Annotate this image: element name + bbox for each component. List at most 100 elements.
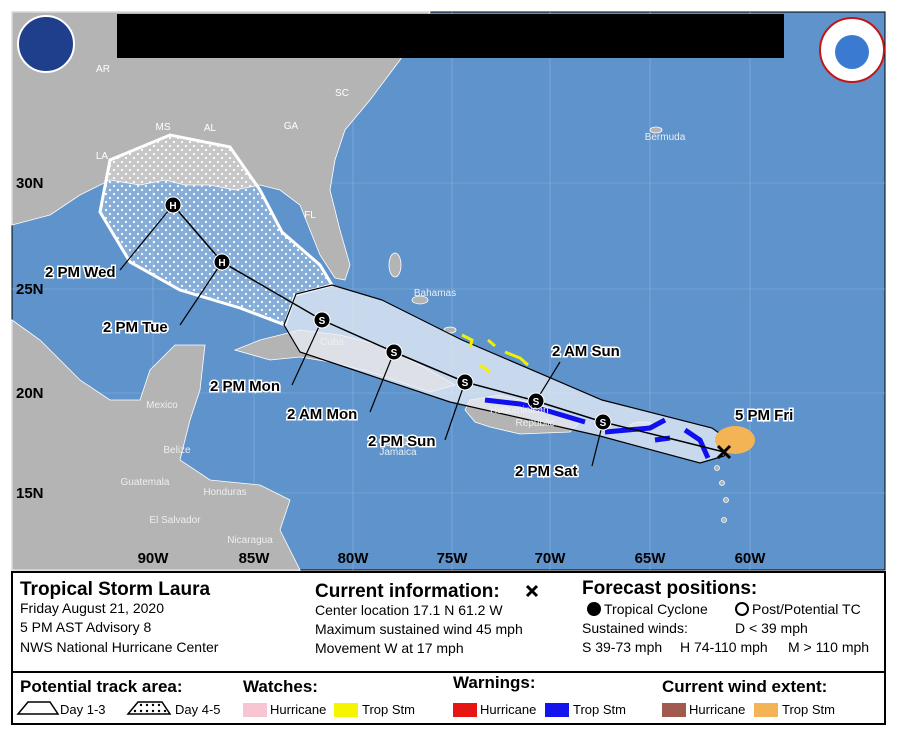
forecast-time: 2 PM Tue [103, 319, 168, 336]
forecast-post: Post/Potential TC [752, 601, 861, 617]
legend-item: Day 4-5 [175, 702, 221, 717]
legend-heading: Current wind extent: [662, 677, 827, 696]
latitude-label: 25N [16, 281, 44, 298]
forecast-time: 2 PM Mon [210, 378, 280, 395]
current-line: Center location 17.1 N 61.2 W [315, 602, 503, 618]
forecast-m: M > 110 mph [788, 639, 869, 655]
info-advisory: 5 PM AST Advisory 8 [20, 619, 151, 635]
forecast-time: 5 PM Fri [735, 407, 793, 424]
current-x-icon [525, 584, 539, 598]
legend-heading: Potential track area: [20, 677, 183, 696]
current-title: Current information: [315, 581, 500, 602]
legend-heading: Watches: [243, 677, 318, 696]
forecast-point [527, 392, 545, 410]
leader-line [369, 351, 395, 413]
legend-item: Hurricane [270, 702, 326, 717]
point-symbol: H [169, 201, 176, 212]
latitude-label: 20N [16, 385, 44, 402]
point-symbol: S [391, 348, 398, 359]
forecast-time: 2 PM Wed [45, 264, 116, 281]
place-label: Belize [163, 445, 191, 456]
swatch [334, 703, 358, 717]
legend-item: Trop Stm [782, 702, 835, 717]
forecast-h: H 74-110 mph [680, 639, 768, 655]
forecast-point [213, 253, 231, 271]
forecast-point [385, 343, 403, 361]
point-symbol: H [218, 258, 225, 269]
point-symbol: S [462, 378, 469, 389]
leader-line [291, 319, 323, 386]
place-label: Dominican [501, 405, 548, 416]
longitude-label: 65W [635, 550, 667, 567]
swatch [662, 703, 686, 717]
leader-line [179, 261, 223, 326]
legend-heading: Warnings: [453, 673, 535, 692]
latitude-label: 30N [16, 175, 44, 192]
cone-day-1-3 [283, 284, 733, 464]
place-label: FL [304, 210, 316, 221]
swatch [453, 703, 477, 717]
day45-icon [126, 701, 172, 715]
storm-name: Tropical Storm Laura [20, 579, 210, 600]
watches [461, 333, 529, 374]
day13-icon [16, 701, 60, 715]
forecast-time: 2 AM Sun [552, 343, 620, 360]
legend-item: Trop Stm [573, 702, 626, 717]
forecast-title: Forecast positions: [582, 578, 757, 599]
cone-day-4-5 [98, 133, 335, 327]
place-label: Honduras [203, 487, 246, 498]
legend-item: Hurricane [689, 702, 745, 717]
place-label: MS [156, 122, 171, 133]
place-label: LA [96, 151, 109, 162]
longitude-label: 80W [338, 550, 370, 567]
current-line: Maximum sustained wind 45 mph [315, 621, 523, 637]
place-label: El Salvador [149, 515, 201, 526]
current-line: Movement W at 17 mph [315, 640, 464, 656]
longitude-label: 70W [535, 550, 567, 567]
point-symbol: S [533, 397, 540, 408]
tc-icon [587, 602, 601, 616]
forecast-point [164, 196, 182, 214]
longitude-label: 85W [239, 550, 271, 567]
legend-panel [11, 671, 886, 725]
post-tc-icon [735, 602, 749, 616]
forecast-d: D < 39 mph [735, 620, 808, 636]
place-label: Bahamas [414, 288, 456, 299]
info-date: Friday August 21, 2020 [20, 600, 164, 616]
longitude-label: 60W [735, 550, 767, 567]
place-label: Mexico [146, 400, 178, 411]
forecast-point [313, 311, 331, 329]
place-label: AR [96, 64, 110, 75]
forecast-time: 2 AM Mon [287, 406, 357, 423]
info-panel [11, 571, 886, 673]
forecast-sustained: Sustained winds: [582, 620, 688, 636]
place-label: Haiti [490, 405, 510, 416]
swatch [243, 703, 267, 717]
point-symbol: S [319, 316, 326, 327]
forecast-s: S 39-73 mph [582, 639, 662, 655]
place-label: AL [204, 123, 217, 134]
info-office: NWS National Hurricane Center [20, 639, 219, 655]
legend-item: Trop Stm [362, 702, 415, 717]
place-label: Cuba [320, 337, 344, 348]
place-label: SC [335, 88, 349, 99]
longitude-label: 90W [138, 550, 170, 567]
nws-logo-inner [835, 35, 869, 69]
note-box [117, 14, 784, 58]
latitude-label: 15N [16, 485, 44, 502]
place-label: Bermuda [645, 132, 686, 143]
place-label: Republic [516, 418, 555, 429]
forecast-point [594, 413, 612, 431]
forecast-time: 2 PM Sat [515, 463, 578, 480]
swatch [545, 703, 569, 717]
place-label: Guatemala [121, 477, 170, 488]
longitude-label: 75W [437, 550, 469, 567]
noaa-logo [17, 15, 75, 73]
wind-extent [715, 426, 755, 454]
place-label: Nicaragua [227, 535, 273, 546]
point-symbol: S [600, 418, 607, 429]
leader-line [444, 381, 466, 441]
current-position [716, 444, 732, 460]
